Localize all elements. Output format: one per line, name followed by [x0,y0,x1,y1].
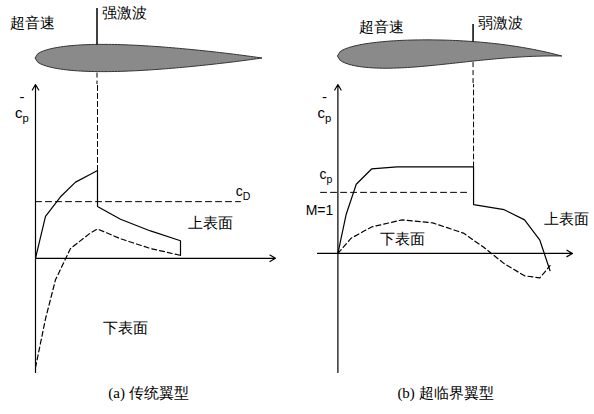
svg-text:M=1: M=1 [306,202,334,218]
svg-text:弱激波: 弱激波 [478,14,523,31]
svg-text:-: - [20,88,25,105]
html-text:(a) 传统翼型: (a) 传统翼型 [108,385,189,401]
svg-text:cD: cD [236,183,251,202]
svg-text:上表面: 上表面 [188,214,233,231]
svg-text:cp: cp [319,166,332,185]
svg-text:-: - [322,88,327,105]
svg-text:cp: cp [318,104,332,124]
svg-text:cp: cp [15,104,29,124]
html-text:(b) 超临界翼型: (b) 超临界翼型 [397,385,494,401]
svg-text:上表面: 上表面 [544,210,589,227]
svg-text:超音速: 超音速 [10,14,55,31]
svg-text:强激波: 强激波 [102,4,147,21]
svg-text:下表面: 下表面 [380,230,425,247]
svg-text:下表面: 下表面 [103,319,148,336]
svg-text:超音速: 超音速 [359,18,404,35]
